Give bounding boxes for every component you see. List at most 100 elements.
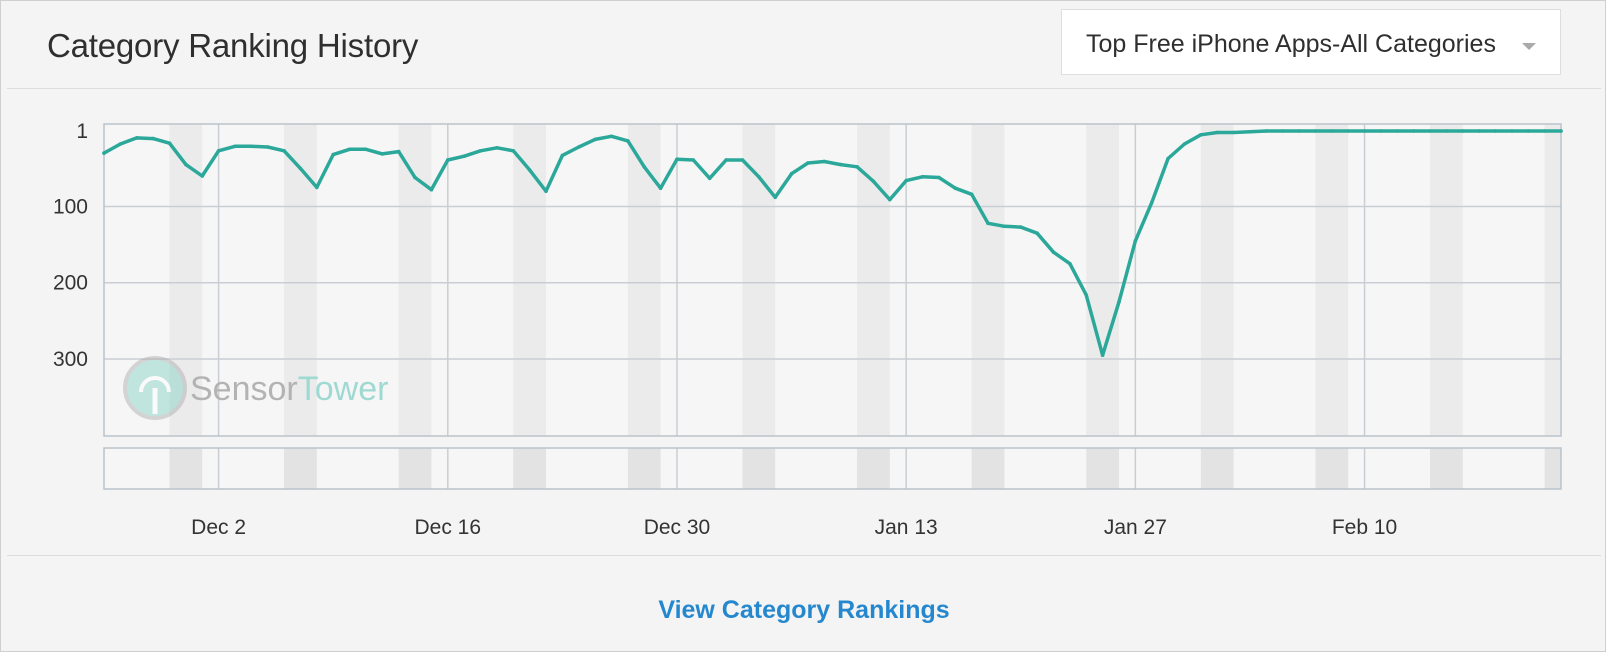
data-point xyxy=(806,161,810,165)
data-point xyxy=(102,151,106,155)
data-point xyxy=(1493,129,1498,133)
data-point xyxy=(920,175,925,179)
data-point xyxy=(200,174,204,178)
watermark-text-tower: Tower xyxy=(298,370,389,408)
data-point xyxy=(511,149,516,153)
weekend-stripe xyxy=(857,124,890,436)
data-point xyxy=(134,136,139,140)
navigator-weekend-stripe xyxy=(1430,448,1463,489)
navigator-weekend-stripe xyxy=(1086,448,1119,489)
data-point xyxy=(1264,129,1269,133)
data-point xyxy=(151,136,155,141)
plot-border xyxy=(103,123,1562,437)
data-point xyxy=(658,186,663,190)
data-point xyxy=(1231,130,1236,135)
data-point xyxy=(527,168,532,172)
data-point xyxy=(1215,130,1219,135)
data-point xyxy=(953,186,958,190)
data-point xyxy=(1444,129,1449,133)
weekend-stripe xyxy=(1086,124,1119,436)
data-point xyxy=(642,165,646,169)
navigator-weekend-stripe xyxy=(513,448,547,489)
data-point xyxy=(1084,293,1088,297)
data-point xyxy=(1149,200,1154,205)
data-point xyxy=(1297,129,1301,133)
data-point xyxy=(707,176,712,181)
data-point xyxy=(462,154,467,158)
data-point xyxy=(904,178,908,183)
data-point xyxy=(888,197,892,202)
data-point xyxy=(265,145,270,149)
navigator-weekend-stripe xyxy=(284,448,317,489)
data-point xyxy=(1051,250,1056,254)
data-point xyxy=(1477,129,1481,133)
data-point xyxy=(986,221,990,226)
y-tick-label: 1 xyxy=(76,120,88,143)
page-title: Category Ranking History xyxy=(47,27,419,64)
data-point xyxy=(429,187,434,192)
data-point xyxy=(1248,130,1252,134)
navigator-border xyxy=(103,447,1562,490)
data-point xyxy=(1346,129,1350,133)
data-point xyxy=(1379,129,1383,133)
data-point xyxy=(855,165,859,169)
y-tick-label: 200 xyxy=(53,272,88,295)
header-divider xyxy=(7,88,1601,89)
navigator-weekend-stripe xyxy=(627,448,661,489)
weekend-stripe xyxy=(1544,124,1561,436)
weekend-stripe xyxy=(742,124,776,436)
data-point xyxy=(1362,129,1367,133)
y-tick-label: 300 xyxy=(53,348,88,371)
data-point xyxy=(1199,133,1203,137)
data-point xyxy=(789,171,794,176)
x-tick-label: Dec 2 xyxy=(191,516,246,539)
data-point xyxy=(1182,142,1187,146)
data-point xyxy=(1035,231,1039,235)
weekend-stripe xyxy=(1200,124,1234,436)
data-point xyxy=(1280,129,1285,133)
data-point xyxy=(577,145,581,149)
navigator-weekend-stripe xyxy=(1200,448,1234,489)
navigator-weekend-stripe xyxy=(1544,448,1561,489)
data-point xyxy=(396,149,401,154)
data-point xyxy=(757,175,761,179)
data-point xyxy=(1510,129,1514,133)
navigator-weekend-stripe xyxy=(169,448,203,489)
data-point xyxy=(560,153,565,158)
weekend-stripe xyxy=(627,124,661,436)
data-point xyxy=(249,144,254,149)
data-point xyxy=(1019,225,1023,229)
navigator-weekend-stripe xyxy=(398,448,432,489)
data-point xyxy=(1330,129,1334,133)
data-point xyxy=(282,149,286,153)
data-point xyxy=(347,147,352,152)
view-category-rankings-link[interactable]: View Category Rankings xyxy=(658,596,950,624)
weekend-stripe xyxy=(398,124,432,436)
y-tick-label: 100 xyxy=(53,195,88,218)
data-point xyxy=(1117,300,1121,304)
data-point xyxy=(331,152,336,157)
data-point xyxy=(1068,261,1072,266)
data-point xyxy=(544,189,548,193)
x-tick-label: Jan 13 xyxy=(875,516,938,539)
x-tick-label: Dec 16 xyxy=(415,516,482,539)
data-point xyxy=(626,139,630,143)
watermark-text-sensor: Sensor xyxy=(190,370,298,408)
ranking-list-dropdown[interactable]: Top Free iPhone Apps-All Categories xyxy=(1061,9,1561,75)
x-tick-label: Jan 27 xyxy=(1104,516,1167,539)
data-point xyxy=(118,142,123,146)
caret-down-icon xyxy=(1522,43,1536,50)
data-point xyxy=(167,141,172,145)
weekend-stripe xyxy=(169,124,203,436)
data-point xyxy=(969,192,974,197)
x-tick-label: Feb 10 xyxy=(1332,516,1397,539)
ranking-series-line xyxy=(102,129,1563,357)
sensor-tower-logo xyxy=(123,356,187,420)
data-point xyxy=(937,175,941,180)
data-point xyxy=(1559,129,1563,133)
footer-divider xyxy=(7,555,1601,556)
data-point xyxy=(184,162,188,167)
data-point xyxy=(724,158,728,162)
navigator-weekend-stripe xyxy=(1315,448,1349,489)
